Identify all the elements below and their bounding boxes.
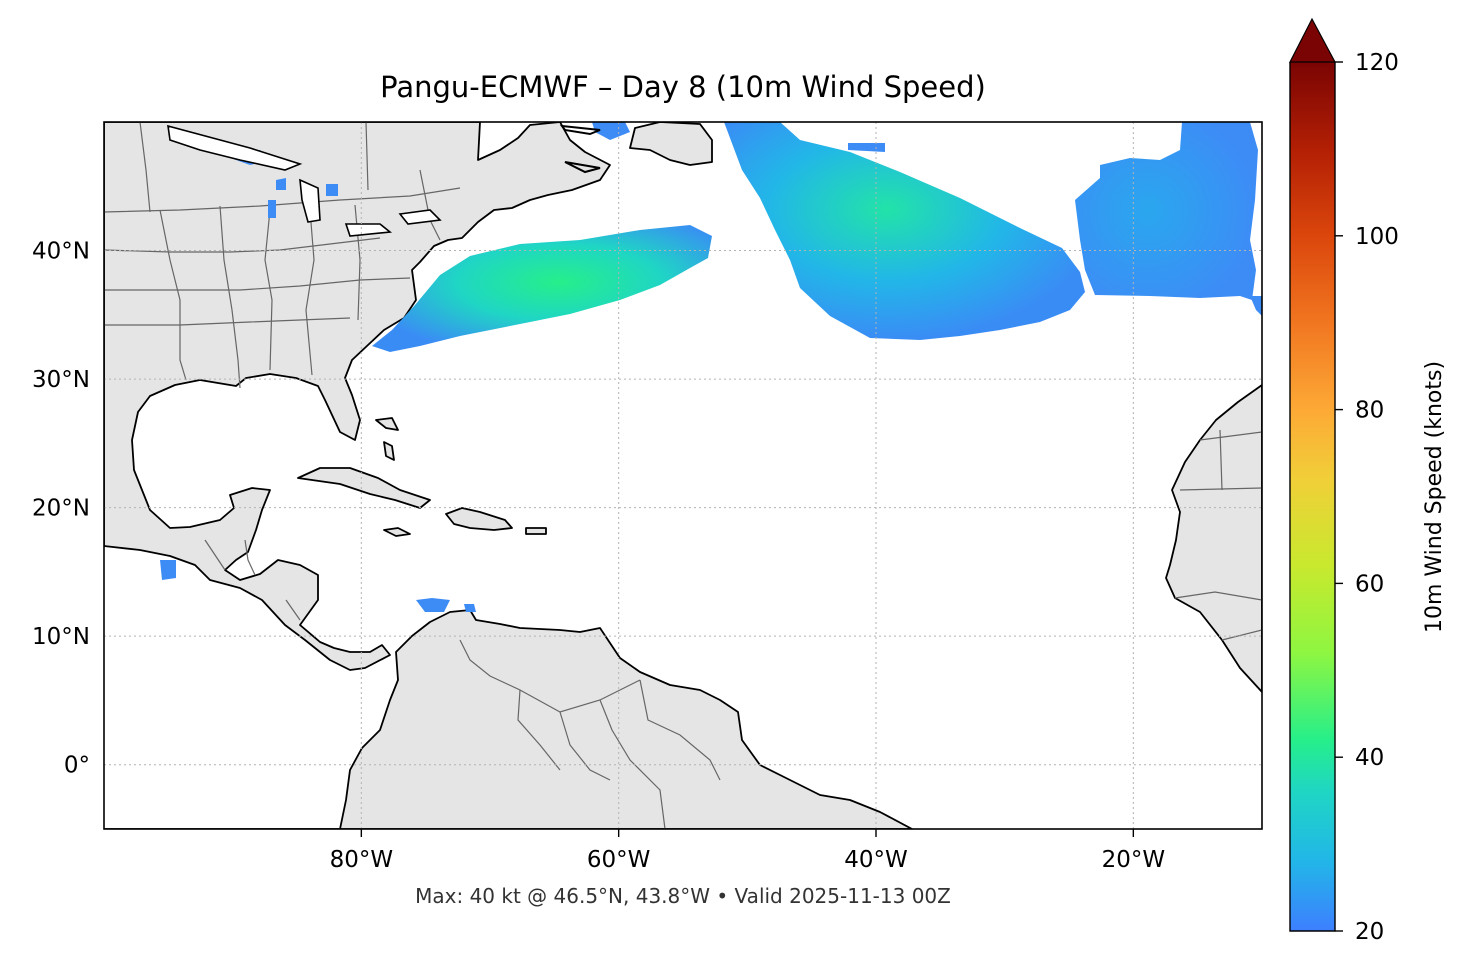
max-wind-footer: Max: 40 kt @ 46.5°N, 43.8°W • Valid 2025… (415, 884, 951, 908)
great-lakes (167, 124, 442, 237)
wind-region-off-us-coast (372, 225, 712, 352)
jamaica-land (383, 527, 411, 537)
lon-tick-label: 60°W (587, 847, 651, 873)
political-borders (104, 122, 1262, 829)
lon-tick-label: 80°W (330, 847, 394, 873)
wind-field (160, 122, 1262, 612)
lat-tick-label: 20°N (32, 496, 90, 522)
africa-land (1165, 384, 1262, 693)
colorbar-ticks: 20 40 60 80 100 120 (1335, 50, 1399, 945)
colorbar-tick-label: 80 (1355, 398, 1384, 424)
north-america-land (104, 122, 611, 671)
map-panel (104, 122, 1262, 829)
bahamas-land (375, 417, 399, 431)
puerto-rico-land (525, 527, 547, 535)
colorbar-gradient (1290, 62, 1335, 931)
map-gridlines (104, 122, 1262, 829)
colorbar-tick-label: 100 (1355, 224, 1399, 250)
land-layer (104, 122, 1262, 829)
lat-tick-label: 10°N (32, 624, 90, 650)
lon-tick-label: 40°W (844, 847, 908, 873)
colorbar-tick-label: 20 (1355, 919, 1384, 945)
newfoundland-land (629, 122, 713, 166)
wind-region-north-atlantic (724, 122, 1085, 340)
lat-tick-label: 40°N (32, 239, 90, 265)
lat-tick-label: 30°N (32, 367, 90, 393)
south-america-land (104, 609, 913, 829)
colorbar: 20 40 60 80 100 120 10m Wind Speed (knots) (1289, 17, 1447, 945)
latitude-axis: 40°N 30°N 20°N 10°N 0° (32, 239, 90, 779)
lon-tick-label: 20°W (1102, 847, 1166, 873)
lat-tick-label: 0° (64, 753, 90, 779)
hispaniola-land (445, 507, 513, 531)
colorbar-label: 10m Wind Speed (knots) (1422, 361, 1447, 633)
chart-title: Pangu-ECMWF – Day 8 (10m Wind Speed) (380, 70, 986, 104)
wind-region-eastern-atlantic (1075, 122, 1258, 300)
longitude-axis: 80°W 60°W 40°W 20°W (330, 829, 1166, 873)
map-frame (103, 121, 1263, 830)
colorbar-extend-arrow (1289, 17, 1337, 63)
colorbar-tick-label: 120 (1355, 50, 1399, 76)
cuba-land (297, 467, 431, 509)
colorbar-tick-label: 60 (1355, 571, 1384, 597)
colorbar-tick-label: 40 (1355, 745, 1384, 771)
